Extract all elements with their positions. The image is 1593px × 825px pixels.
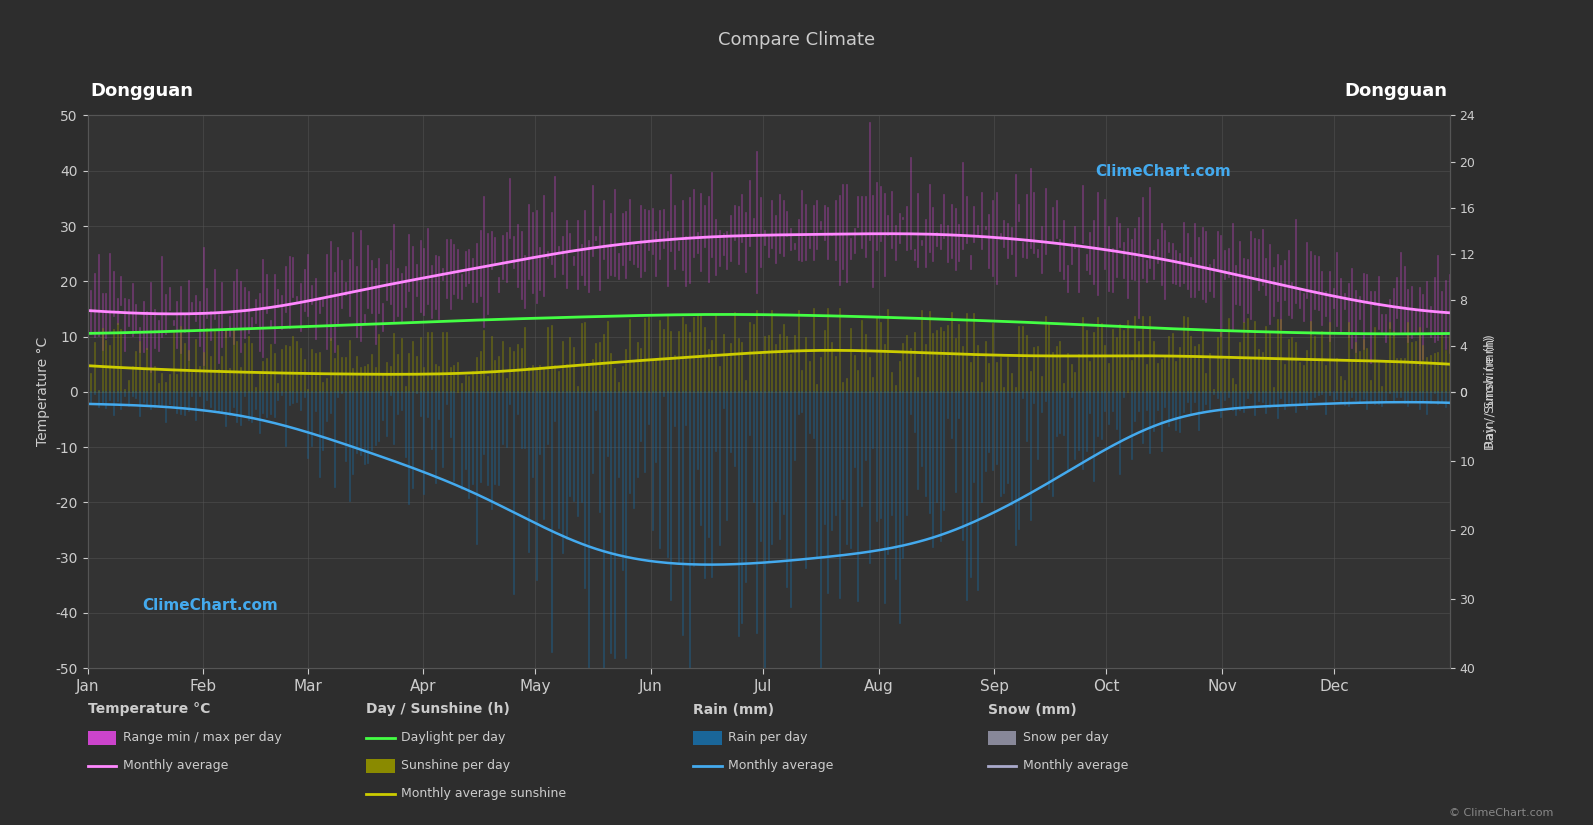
Text: Monthly average: Monthly average <box>728 759 833 772</box>
Text: Monthly average sunshine: Monthly average sunshine <box>401 787 567 800</box>
Text: Compare Climate: Compare Climate <box>718 31 875 50</box>
Text: Sunshine per day: Sunshine per day <box>401 759 511 772</box>
Text: ClimeChart.com: ClimeChart.com <box>1096 164 1231 179</box>
Text: Snow per day: Snow per day <box>1023 731 1109 744</box>
Text: Daylight per day: Daylight per day <box>401 731 507 744</box>
Text: Snow (mm): Snow (mm) <box>988 703 1077 716</box>
Text: Temperature °C: Temperature °C <box>88 703 210 716</box>
Text: Rain (mm): Rain (mm) <box>693 703 774 716</box>
Y-axis label: Rain / Snow (mm): Rain / Snow (mm) <box>1483 336 1496 448</box>
Text: Rain per day: Rain per day <box>728 731 808 744</box>
Text: Range min / max per day: Range min / max per day <box>123 731 282 744</box>
Text: Dongguan: Dongguan <box>1344 82 1446 101</box>
Text: Monthly average: Monthly average <box>123 759 228 772</box>
Text: Dongguan: Dongguan <box>91 82 193 101</box>
Text: ClimeChart.com: ClimeChart.com <box>142 598 277 613</box>
Y-axis label: Temperature °C: Temperature °C <box>35 337 49 446</box>
Text: © ClimeChart.com: © ClimeChart.com <box>1448 808 1553 818</box>
Text: Monthly average: Monthly average <box>1023 759 1128 772</box>
Text: Day / Sunshine (h): Day / Sunshine (h) <box>366 703 510 716</box>
Y-axis label: Day / Sunshine (h): Day / Sunshine (h) <box>1483 334 1496 450</box>
